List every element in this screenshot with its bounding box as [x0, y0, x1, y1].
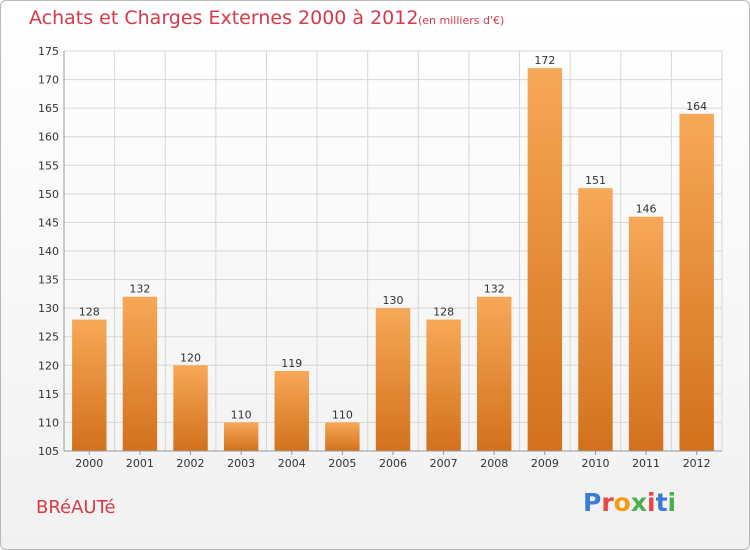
y-tick-label-130: 130 — [38, 302, 59, 315]
y-tick-label-170: 170 — [38, 74, 59, 87]
y-tick-label-115: 115 — [38, 388, 59, 401]
bars — [72, 68, 714, 452]
chart-title: Achats et Charges Externes 2000 à 2012 — [29, 7, 419, 29]
bar-2010 — [578, 188, 613, 451]
y-tick-label-110: 110 — [38, 416, 59, 429]
data-label-2007: 128 — [433, 306, 454, 319]
y-tick-label-165: 165 — [38, 102, 59, 115]
logo-letter: i — [667, 488, 677, 517]
logo-letter: P — [583, 488, 602, 517]
data-label-2000: 128 — [79, 306, 100, 319]
bar-2004 — [274, 371, 309, 451]
data-label-2002: 120 — [180, 351, 201, 364]
y-tick-label-125: 125 — [38, 331, 59, 344]
bar-2007 — [426, 319, 461, 451]
x-tick-label-2011: 2011 — [632, 457, 660, 470]
y-tick-label-140: 140 — [38, 245, 59, 258]
y-tick-label-160: 160 — [38, 131, 59, 144]
y-tick-label-105: 105 — [38, 445, 59, 458]
proxiti-logo[interactable]: Proxiti — [583, 488, 676, 517]
bar-2006 — [375, 308, 411, 451]
x-tick-label-2004: 2004 — [278, 457, 306, 470]
axes: 105 110 115 120 125 130 135 140 145 150 155 160 165 1… — [38, 45, 722, 470]
y-tick-label-135: 135 — [38, 274, 59, 287]
logo-letter: x — [630, 488, 647, 517]
x-tick-label-2007: 2007 — [430, 457, 458, 470]
data-label-2008: 132 — [484, 283, 505, 296]
data-label-2003: 110 — [231, 408, 252, 421]
x-tick-label-2008: 2008 — [480, 457, 508, 470]
chart-subtitle: (en milliers d'€) — [418, 14, 505, 27]
logo-letter: r — [601, 488, 614, 517]
data-label-2012: 164 — [686, 100, 707, 113]
bar-2001 — [122, 296, 158, 451]
x-tick-label-2009: 2009 — [531, 457, 559, 470]
bar-2000 — [72, 319, 107, 451]
x-tick-label-2002: 2002 — [177, 457, 205, 470]
data-label-2011: 146 — [636, 203, 657, 216]
bar-2003 — [223, 422, 259, 451]
x-tick-label-2003: 2003 — [227, 457, 255, 470]
x-tick-label-2000: 2000 — [75, 457, 103, 470]
y-tick-label-145: 145 — [38, 216, 59, 229]
bar-2008 — [477, 296, 512, 451]
x-tick-label-2010: 2010 — [581, 457, 609, 470]
logo-letter: i — [647, 488, 656, 517]
commune-name: BRéAUTé — [36, 497, 116, 518]
x-tick-label-2012: 2012 — [683, 457, 711, 470]
y-tick-label-175: 175 — [38, 45, 59, 58]
bar-2005 — [325, 422, 360, 451]
y-tick-label-120: 120 — [38, 359, 59, 372]
logo-letter: t — [655, 488, 668, 517]
x-tick-label-2006: 2006 — [379, 457, 407, 470]
bar-2011 — [628, 216, 664, 451]
data-label-2001: 132 — [129, 283, 150, 296]
data-label-2009: 172 — [534, 54, 555, 67]
data-label-2005: 110 — [332, 408, 353, 421]
bar-2002 — [173, 365, 208, 451]
data-label-2010: 151 — [585, 174, 606, 187]
y-tick-label-155: 155 — [38, 159, 59, 172]
data-label-2006: 130 — [383, 294, 404, 307]
bar-2009 — [527, 68, 563, 452]
x-tick-label-2005: 2005 — [328, 457, 356, 470]
data-labels: 128 132 120 110 119 110 130 128 132 172 151 146 164 — [79, 54, 707, 421]
y-tick-label-150: 150 — [38, 188, 59, 201]
logo-letter: o — [613, 488, 631, 517]
x-tick-label-2001: 2001 — [126, 457, 154, 470]
data-label-2004: 119 — [281, 357, 302, 370]
bar-2012 — [679, 113, 714, 451]
